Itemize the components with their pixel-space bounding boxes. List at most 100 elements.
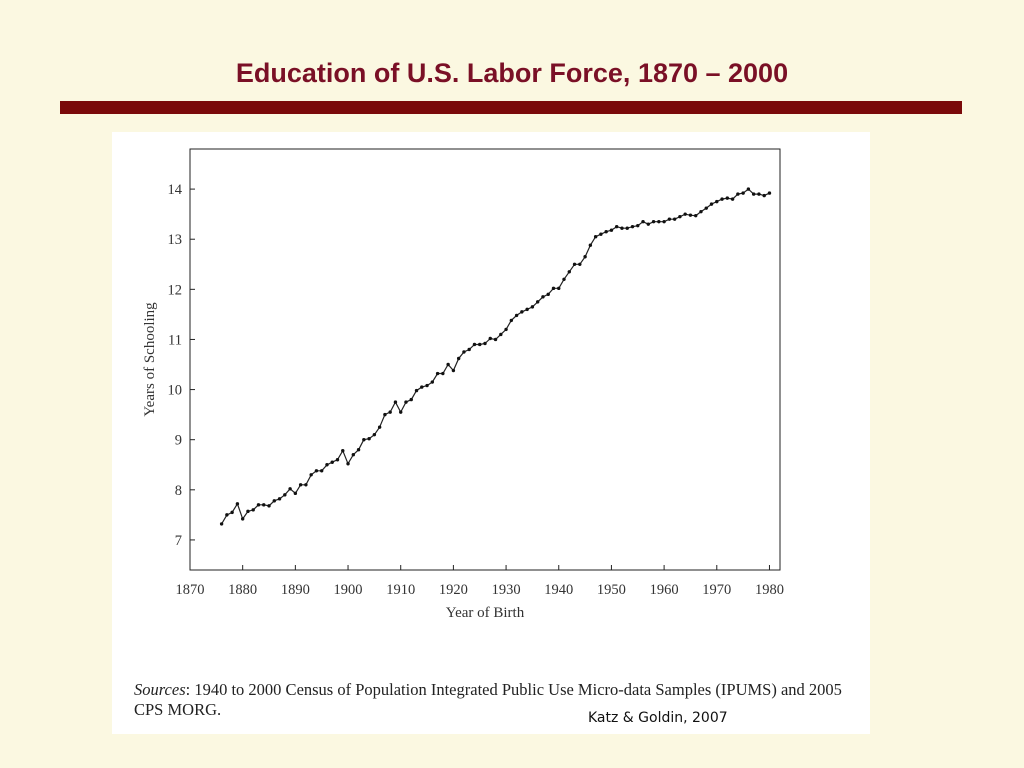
x-tick-label: 1900 — [334, 582, 363, 598]
data-point — [509, 318, 514, 323]
schooling-chart: 1870 1880 1890 1900 1910 1920 1930 1940 1950 1960… — [142, 148, 784, 621]
data-point — [425, 383, 429, 388]
data-point — [683, 212, 687, 216]
data-point — [488, 336, 492, 341]
data-point — [483, 341, 487, 346]
data-point — [614, 224, 619, 229]
y-tick-label: 8 — [175, 483, 182, 499]
data-point — [493, 337, 498, 342]
data-point — [451, 368, 456, 373]
data-point — [730, 197, 735, 201]
y-tick-label: 9 — [175, 433, 182, 449]
series-line — [221, 188, 770, 525]
x-tick-label: 1920 — [439, 582, 468, 598]
data-point — [293, 491, 298, 496]
y-tick-label: 11 — [168, 332, 182, 348]
data-point — [551, 286, 556, 291]
data-point — [225, 513, 229, 517]
x-tick-label: 1960 — [650, 582, 679, 598]
citation-credit: Katz & Goldin, 2007 — [588, 710, 728, 726]
sources-label: Sources — [134, 680, 186, 699]
data-point — [288, 487, 292, 491]
figure-panel: 1870 1880 1890 1900 1910 1920 1930 1940 1950 1960… — [112, 132, 870, 734]
data-point — [240, 517, 245, 521]
data-point — [557, 286, 561, 291]
y-tick-label: 10 — [168, 383, 183, 399]
data-point — [346, 462, 350, 466]
data-point — [409, 397, 413, 402]
data-point — [757, 192, 761, 196]
data-point — [630, 224, 635, 229]
data-point — [530, 305, 535, 309]
data-point — [672, 217, 677, 221]
data-point — [367, 436, 371, 441]
data-point — [636, 223, 640, 228]
data-point — [430, 380, 435, 384]
data-point — [335, 458, 340, 462]
data-point — [662, 219, 666, 224]
data-point — [420, 385, 424, 389]
data-point — [314, 469, 319, 473]
data-point — [593, 235, 598, 239]
data-point — [604, 229, 608, 234]
sources-note: Sources: 1940 to 2000 Census of Populati… — [134, 680, 854, 720]
data-point — [688, 213, 693, 217]
data-point — [267, 504, 271, 508]
data-point — [678, 214, 682, 219]
y-tick-label: 7 — [175, 533, 182, 549]
data-point — [567, 270, 571, 274]
data-point — [541, 295, 545, 299]
data-point — [767, 191, 772, 195]
data-point — [262, 503, 266, 507]
data-point — [230, 510, 234, 515]
data-point — [441, 371, 445, 376]
x-tick-label: 1870 — [176, 582, 205, 598]
data-point — [377, 425, 382, 429]
data-point — [478, 342, 482, 347]
data-point — [456, 356, 461, 361]
data-point — [356, 448, 361, 452]
x-tick-label: 1970 — [702, 582, 731, 598]
data-point — [599, 232, 603, 236]
data-point — [298, 483, 303, 487]
data-point — [762, 193, 766, 198]
data-point — [562, 277, 566, 282]
data-point — [694, 213, 698, 218]
title-rule — [60, 101, 962, 114]
data-point — [435, 371, 440, 376]
data-point — [525, 307, 529, 312]
data-point — [704, 206, 708, 210]
data-point — [657, 219, 661, 224]
y-axis-label: Years of Schooling — [142, 302, 158, 417]
data-point — [736, 192, 740, 196]
data-point — [546, 292, 550, 297]
data-point — [520, 310, 524, 314]
data-point — [725, 196, 730, 200]
y-tick-label: 13 — [168, 232, 183, 248]
data-point — [383, 412, 387, 417]
data-point — [219, 522, 224, 526]
x-tick-label: 1980 — [755, 582, 784, 598]
data-point — [720, 197, 724, 201]
data-point — [699, 209, 703, 214]
data-point — [404, 400, 408, 404]
data-point — [625, 226, 629, 230]
sources-text: : 1940 to 2000 Census of Population Inte… — [134, 680, 842, 719]
data-point — [741, 191, 745, 195]
data-point — [504, 327, 508, 332]
x-tick-label: 1890 — [281, 582, 310, 598]
data-point — [751, 192, 756, 196]
data-point — [277, 497, 282, 501]
data-point — [341, 449, 345, 453]
x-tick-label: 1910 — [386, 582, 415, 598]
data-point — [246, 509, 250, 514]
data-point — [462, 350, 466, 354]
data-point — [467, 347, 471, 352]
data-point — [572, 262, 577, 266]
plot-frame — [189, 148, 781, 571]
data-point — [325, 463, 329, 467]
x-tick-label: 1930 — [492, 582, 521, 598]
data-point — [646, 222, 651, 226]
data-point — [446, 362, 450, 367]
x-tick-label: 1950 — [597, 582, 626, 598]
